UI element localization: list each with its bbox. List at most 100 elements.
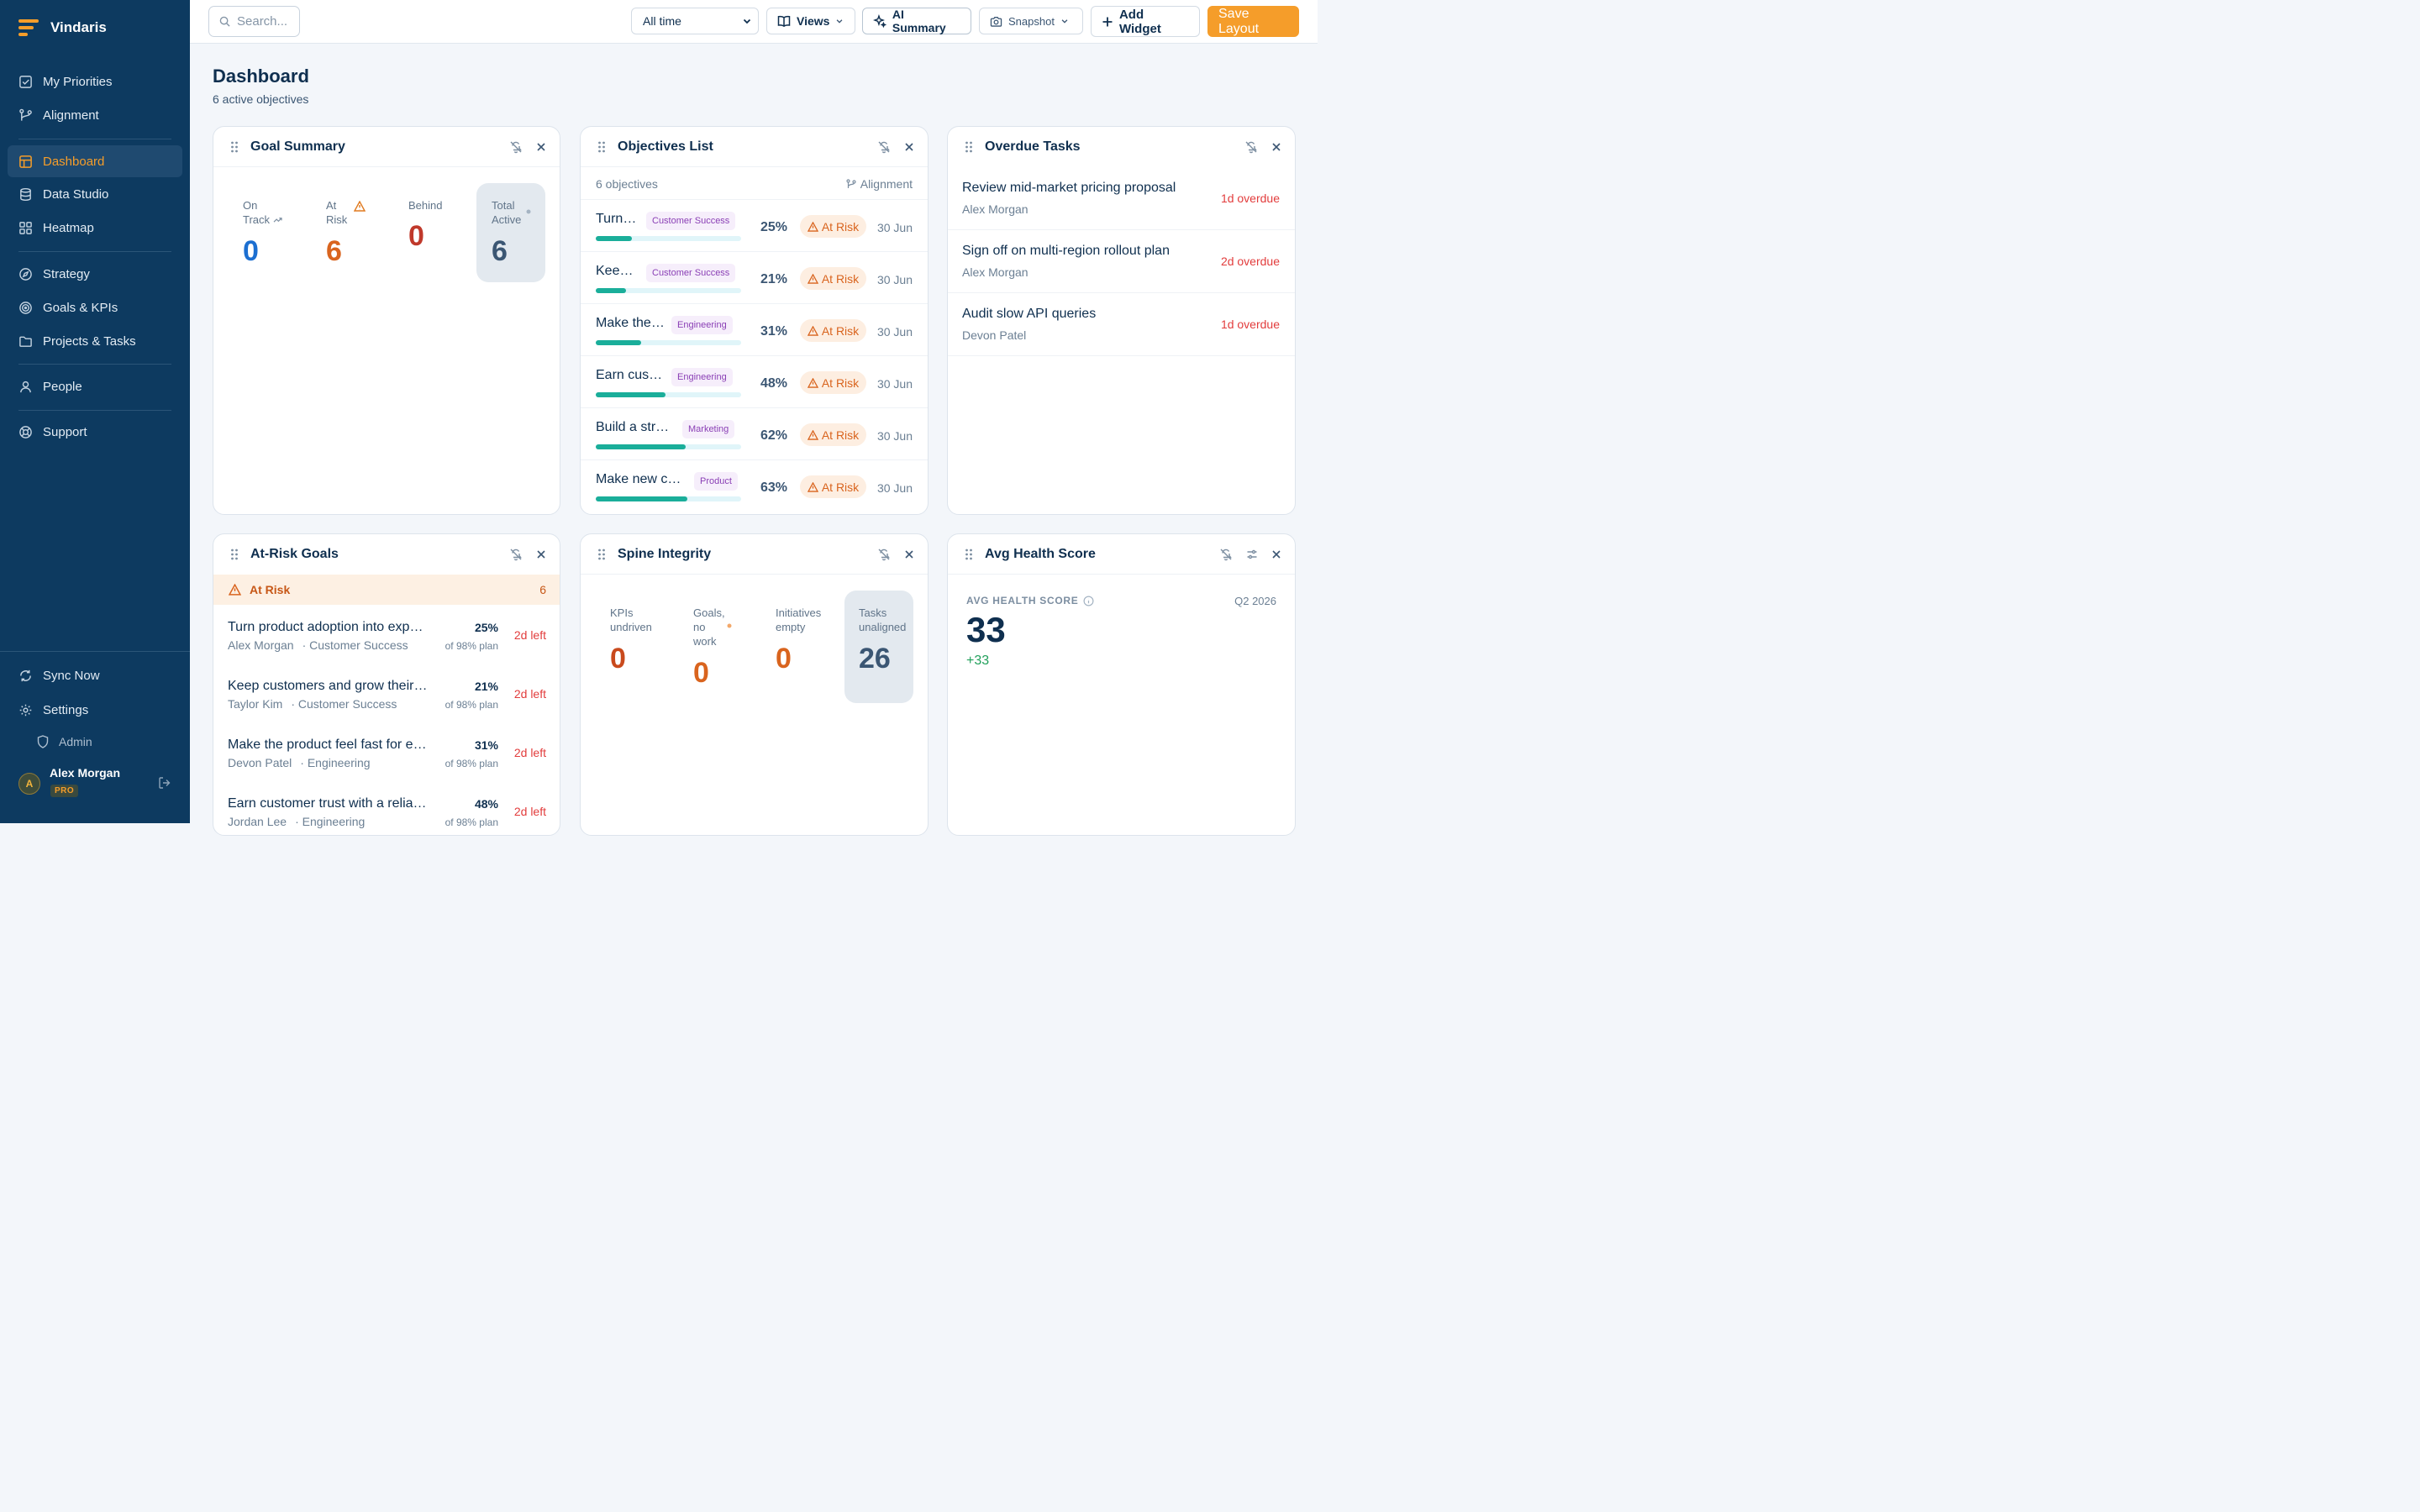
goal-owner: Jordan Lee (228, 815, 287, 828)
stat-label-line: no (693, 621, 706, 633)
views-button[interactable]: Views (766, 8, 855, 34)
search-icon (219, 16, 230, 27)
objective-row[interactable]: Build a strong brand pipeline Marketing 62… (581, 407, 928, 459)
bell-off-icon[interactable] (509, 548, 523, 561)
nav-heatmap[interactable]: Heatmap (8, 212, 182, 244)
at-risk-goal-row[interactable]: Earn customer trust with a reliable plat… (213, 796, 560, 835)
at-risk-group-header[interactable]: At Risk 6 (213, 575, 560, 605)
nav-projects-tasks[interactable]: Projects & Tasks (8, 325, 182, 357)
time-left: 2d left (513, 746, 546, 759)
ai-summary-button[interactable]: AI Summary (862, 8, 971, 34)
chevron-down-icon (837, 19, 843, 24)
search-input[interactable] (237, 14, 296, 29)
close-icon[interactable] (1271, 549, 1281, 559)
stat-label-line: undriven (610, 621, 652, 633)
warning-icon (807, 481, 818, 492)
bell-off-icon[interactable] (509, 140, 523, 154)
at-risk-value: 6 (326, 235, 342, 267)
widget-title: At-Risk Goals (250, 547, 339, 561)
close-icon[interactable] (904, 142, 914, 152)
at-risk-goals-widget: At-Risk Goals At Risk 6 Turn product ado… (213, 533, 560, 836)
objective-row[interactable]: Make new customers successful Product 63% A… (581, 459, 928, 512)
logout-icon[interactable] (158, 776, 171, 790)
overdue-task-row[interactable]: Review mid-market pricing proposal Alex M… (948, 167, 1295, 230)
at-risk-label: At Risk (326, 198, 366, 227)
nav-dashboard[interactable]: Dashboard (8, 145, 182, 177)
stat-label-line: Initiatives (776, 606, 822, 619)
overdue-task-row[interactable]: Audit slow API queries Devon Patel 1d over… (948, 293, 1295, 356)
save-layout-button[interactable]: Save Layout (1207, 6, 1299, 37)
widget-actions (877, 140, 914, 154)
tasks-unaligned-card: Tasks unaligned 26 (844, 591, 913, 703)
goal-owner: Alex Morgan (228, 638, 294, 652)
nav-alignment[interactable]: Alignment (8, 99, 182, 131)
due-date: 30 Jun (876, 221, 913, 234)
time-range-select[interactable]: All time (631, 8, 759, 34)
due-date: 30 Jun (876, 273, 913, 286)
tasks-unaligned-label: Tasks unaligned (859, 606, 906, 634)
objective-row[interactable]: Make the product feel fast for every use… (581, 303, 928, 355)
sliders-icon[interactable] (1246, 549, 1258, 560)
at-risk-goal-row[interactable]: Keep customers and grow their accounts Ta… (213, 679, 560, 738)
team-tag: Customer Success (646, 212, 736, 230)
branch-icon (846, 179, 856, 188)
stat-label-line: Goals, (693, 606, 725, 619)
widget-title: Spine Integrity (618, 547, 712, 561)
snapshot-button[interactable]: Snapshot (979, 8, 1083, 34)
objective-progress: 25% (760, 220, 787, 234)
drag-handle-icon[interactable] (965, 548, 973, 561)
alignment-link[interactable]: Alignment (846, 177, 913, 191)
stat-label-line: On (243, 199, 258, 212)
objective-row[interactable]: Turn product adoption into expansion rev… (581, 199, 928, 251)
at-risk-goal-row[interactable]: Turn product adoption into expansion rev… (213, 620, 560, 679)
nav-people[interactable]: People (8, 370, 182, 402)
objective-name: Turn product adoption into expansion rev… (596, 212, 639, 226)
user-profile[interactable]: A Alex Morgan PRO (18, 764, 178, 805)
search-box[interactable] (208, 6, 300, 37)
drag-handle-icon[interactable] (965, 140, 973, 154)
info-icon[interactable] (1083, 596, 1094, 606)
nav-strategy[interactable]: Strategy (8, 258, 182, 290)
nav-my-priorities[interactable]: My Priorities (8, 66, 182, 97)
team-tag: Product (694, 472, 738, 491)
sync-now-button[interactable]: Sync Now (8, 659, 182, 691)
bell-off-icon[interactable] (1244, 140, 1258, 154)
nav-settings[interactable]: Settings (8, 694, 182, 726)
nav-support[interactable]: Support (8, 416, 182, 448)
drag-handle-icon[interactable] (230, 140, 239, 154)
status-badge: At Risk (800, 423, 866, 446)
goal-plan: of 98% plan (445, 699, 498, 711)
drag-handle-icon[interactable] (597, 140, 606, 154)
close-icon[interactable] (904, 549, 914, 559)
stat-label-line: KPIs (610, 606, 634, 619)
at-risk-goal-row[interactable]: Make the product feel fast for every use… (213, 738, 560, 796)
bell-off-icon[interactable] (877, 140, 891, 154)
goal-plan: of 98% plan (445, 816, 498, 828)
dot-icon (727, 623, 732, 628)
brand[interactable]: Vindaris (18, 18, 107, 37)
objective-row[interactable]: Keep customers and grow their accounts Cu… (581, 251, 928, 303)
drag-handle-icon[interactable] (230, 548, 239, 561)
camera-icon (990, 16, 1002, 27)
grid-icon (19, 221, 32, 234)
sparkles-icon (873, 14, 886, 28)
close-icon[interactable] (1271, 142, 1281, 152)
goal-progress: 21% (474, 680, 498, 693)
close-icon[interactable] (536, 549, 546, 559)
add-widget-button[interactable]: Add Widget (1091, 6, 1200, 37)
overdue-task-row[interactable]: Sign off on multi-region rollout plan Ale… (948, 230, 1295, 293)
objective-row[interactable]: Earn customer trust with a reliable plat… (581, 355, 928, 407)
task-owner: Alex Morgan (962, 265, 1028, 279)
bell-off-icon[interactable] (1219, 548, 1233, 561)
time-range-value: All time (643, 14, 681, 28)
tasks-unaligned-value: 26 (859, 643, 891, 675)
status-badge: At Risk (800, 319, 866, 342)
task-owner: Devon Patel (962, 328, 1027, 342)
bell-off-icon[interactable] (877, 548, 891, 561)
nav-data-studio[interactable]: Data Studio (8, 178, 182, 210)
close-icon[interactable] (536, 142, 546, 152)
nav-admin[interactable]: Admin (37, 735, 92, 748)
nav-goals-kpis[interactable]: Goals & KPIs (8, 291, 182, 323)
sidebar: Vindaris My Priorities Alignment Dashboa… (0, 0, 190, 823)
drag-handle-icon[interactable] (597, 548, 606, 561)
